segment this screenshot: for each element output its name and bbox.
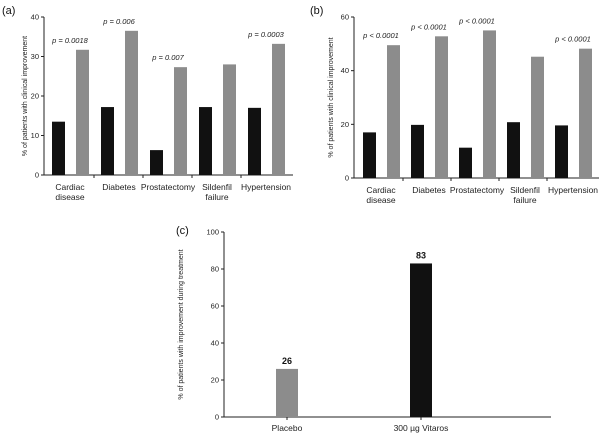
x-category-label: Diabetes	[412, 185, 446, 195]
bar	[435, 36, 448, 178]
x-category-label-line: Cardiac	[366, 185, 396, 195]
y-axis-label: % of patients with improvement during tr…	[178, 249, 185, 399]
data-label: 83	[416, 250, 426, 260]
p-value-annotation: p = 0.006	[102, 17, 135, 26]
bar	[223, 64, 236, 175]
bar	[52, 121, 65, 175]
bar	[276, 368, 298, 417]
data-label: 26	[282, 356, 292, 366]
bar	[174, 67, 187, 175]
x-category-label-line: disease	[55, 192, 85, 202]
panel-label: (a)	[2, 5, 15, 17]
bar	[579, 48, 592, 179]
x-category-label-line: Prostatectomy	[450, 185, 505, 195]
y-tick-label: 40	[341, 66, 349, 75]
y-tick-label: 20	[211, 376, 219, 385]
y-axis-label: % of patients with clinical improvement	[328, 37, 335, 157]
y-tick-label: 0	[35, 171, 39, 180]
bar	[150, 150, 163, 175]
y-tick-label: 60	[341, 13, 349, 22]
bar	[459, 147, 472, 178]
bar	[387, 45, 400, 178]
bar	[507, 122, 520, 178]
x-category-label-line: Prostatectomy	[141, 182, 196, 192]
y-tick-label: 80	[211, 265, 219, 274]
bar	[531, 56, 544, 178]
y-tick-label: 30	[31, 52, 39, 61]
x-category-label: Sildenfil failure	[510, 185, 540, 205]
p-value-annotation: p < 0.0001	[554, 35, 591, 44]
x-category-label-line: failure	[513, 195, 536, 205]
x-category-label-line: Hypertension	[241, 182, 291, 192]
y-tick-label: 40	[211, 339, 219, 348]
bar	[101, 107, 114, 175]
y-tick-label: 20	[31, 92, 39, 101]
bar	[125, 30, 138, 176]
x-category-label: Prostatectomy	[141, 182, 196, 192]
bar	[483, 30, 496, 178]
x-category-label: Placebo	[272, 423, 303, 433]
y-tick-label: 0	[215, 413, 219, 422]
x-category-label-line: Diabetes	[102, 182, 136, 192]
p-value-annotation: p = 0.0003	[247, 30, 284, 39]
x-category-label: Sildenfil failure	[202, 182, 232, 202]
y-axis-label: % of patients with clinical improvement	[22, 36, 29, 156]
bar	[76, 49, 89, 175]
bar	[410, 263, 432, 417]
bar	[363, 132, 376, 178]
y-tick-label: 60	[211, 302, 219, 311]
bar	[272, 43, 285, 175]
x-category-label-line: Diabetes	[412, 185, 446, 195]
panel-label: (b)	[310, 5, 323, 17]
panel-label: (c)	[176, 225, 189, 237]
p-value-annotation: p < 0.0001	[458, 16, 495, 25]
bar	[555, 125, 568, 178]
x-category-label-line: Sildenfil	[510, 185, 540, 195]
x-category-label: Cardiac disease	[55, 182, 85, 202]
y-tick-label: 100	[206, 228, 219, 237]
y-tick-label: 10	[31, 131, 39, 140]
p-value-annotation: p = 0.007	[151, 53, 184, 62]
p-value-annotation: p < 0.0001	[362, 31, 399, 40]
x-category-label: Hypertension	[241, 182, 291, 192]
x-category-label-line: failure	[205, 192, 228, 202]
bar	[199, 107, 212, 175]
x-category-label-line: Sildenfil	[202, 182, 232, 192]
y-tick-label: 40	[31, 13, 39, 22]
x-category-label-line: disease	[366, 195, 396, 205]
x-category-label: 300 µg Vitaros	[394, 423, 449, 433]
p-value-annotation: p < 0.0001	[410, 22, 447, 31]
y-tick-label: 20	[341, 120, 349, 129]
bar	[248, 107, 261, 175]
x-category-label: Cardiac disease	[366, 185, 396, 205]
x-category-label: Prostatectomy	[450, 185, 505, 195]
bar	[411, 124, 424, 178]
x-category-label: Diabetes	[102, 182, 136, 192]
x-category-label-line: Cardiac	[55, 182, 85, 192]
x-category-label: Hypertension	[548, 185, 598, 195]
x-category-label-line: Hypertension	[548, 185, 598, 195]
p-value-annotation: p = 0.0018	[51, 36, 88, 45]
y-tick-label: 0	[345, 174, 349, 183]
